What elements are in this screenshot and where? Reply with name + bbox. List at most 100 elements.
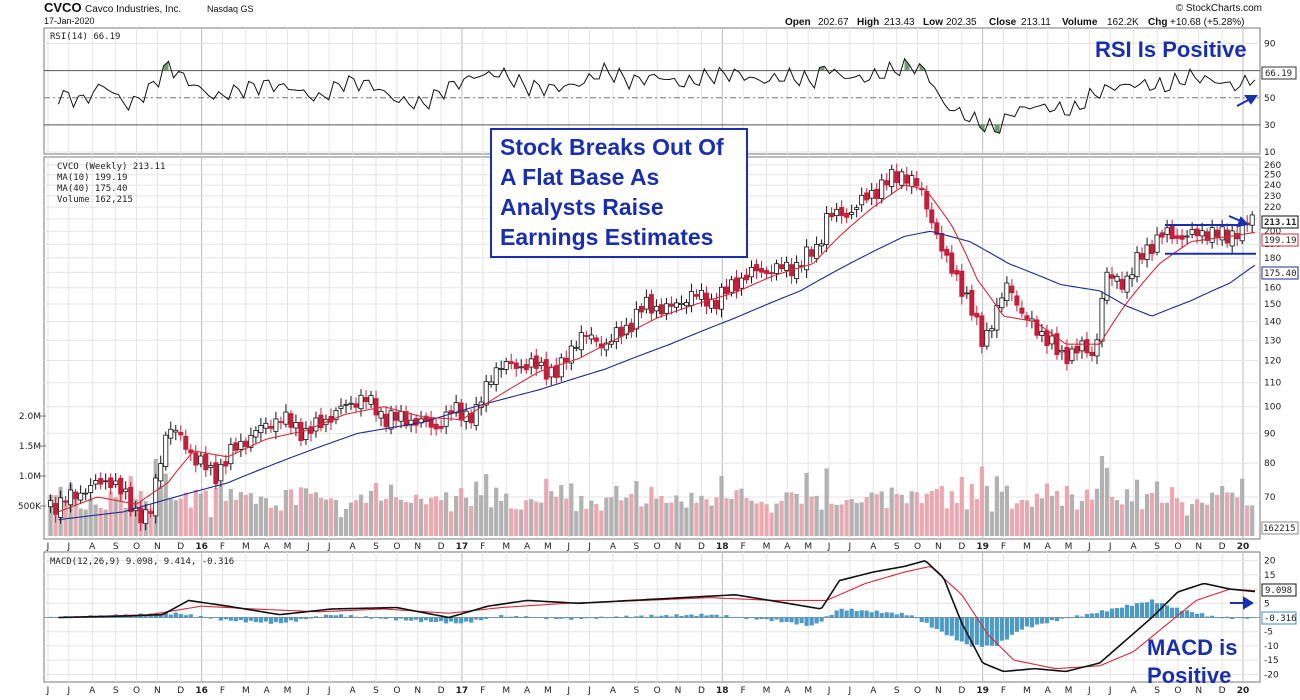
time-tick-label: 20 [1237,686,1250,696]
time-tick-label: S [373,686,379,696]
macd-histogram-bar [403,617,409,621]
macd-histogram-bar [944,617,949,636]
macd-histogram-bar [594,617,599,619]
price-tick-label: 120 [1264,357,1281,367]
candle-body [633,308,639,330]
candle-body [253,430,259,438]
candle-body [648,294,654,314]
candle-body [258,425,264,434]
volume-bar [1099,455,1105,536]
macd-histogram-bar [1124,604,1130,618]
volume-bar [489,507,494,536]
rsi-tick-label: 90 [1264,40,1276,50]
volume-bar [959,477,964,536]
candle-body [1179,235,1185,240]
open-label: Open [785,17,811,28]
candle-body [308,426,314,434]
candle-body [1069,348,1075,362]
candle-body [804,246,810,271]
volume-bar [93,504,98,536]
candle-body [1034,319,1040,336]
macd-histogram-bar [418,617,424,623]
price-tick-label: 260 [1264,161,1281,171]
volume-bar [844,499,849,536]
volume-bar [1104,467,1110,536]
macd-histogram-bar [579,617,584,619]
macd-histogram-bar [388,617,394,619]
candle-body [513,362,519,369]
volume-bar [1180,502,1185,536]
macd-histogram-bar [193,617,198,618]
time-tick-label: N [1195,542,1202,552]
volume-bar [899,494,904,536]
volume-bar [303,488,309,536]
volume-tick-label: 500K [18,502,42,512]
time-tick-label: F [1001,686,1006,696]
svg-text:213.11: 213.11 [1264,218,1297,228]
volume-bar [1159,502,1165,536]
macd-histogram-bar [894,614,899,618]
volume-bar [584,508,589,536]
time-tick-label: S [1154,686,1160,696]
macd-histogram-bar [213,617,218,618]
volume-bar [348,502,354,536]
macd-annotation-line-1: MACD is [1147,635,1238,660]
volume-bar [1084,489,1090,536]
volume-bar [98,507,103,536]
time-tick-label: S [634,686,640,696]
time-tick-label: D [177,542,184,552]
ma10-legend: MA(10) 199.19 [57,173,127,183]
macd-histogram-bar [1235,617,1240,618]
candle-body [824,213,830,245]
macd-histogram-bar [1185,610,1190,618]
candle-body [849,212,855,215]
macd-histogram-bar [444,617,449,624]
volume-bar [634,481,639,536]
candle-body [914,177,920,187]
time-tick-label: O [1174,542,1181,552]
macd-histogram-bar [649,614,654,618]
macd-histogram-bar [1054,617,1060,622]
macd-histogram-bar [298,617,304,619]
macd-histogram-bar [1039,617,1045,624]
candle-body [1189,229,1195,235]
macd-histogram-bar [218,617,223,621]
candle-body [1114,276,1120,282]
candle-body [819,243,825,247]
macd-histogram-bar [168,614,173,618]
candle-body [1184,235,1190,238]
volume-bar [1210,492,1215,536]
volume-bar [1014,503,1019,536]
candle-body [63,500,69,503]
exchange-name: Nasdaq GS [207,4,254,14]
macd-histogram-bar [794,617,799,625]
price-legend: CVCO (Weekly) 213.11 MA(10) 199.19 MA(40… [57,162,165,205]
macd-histogram-bar [784,617,789,622]
time-tick-label: A [524,542,531,552]
candle-body [954,270,960,275]
volume-bar [183,492,188,536]
volume-bar [1250,505,1255,536]
macd-histogram-bar [1044,617,1050,624]
volume-bar [534,501,539,536]
candle-body [894,171,900,183]
volume-bar [504,493,509,536]
candle-body [623,324,629,336]
volume-bar [929,490,934,536]
candle-body [1104,271,1110,301]
svg-text:175.40: 175.40 [1264,269,1297,279]
volume-bar [809,496,814,536]
volume-bar [293,505,299,536]
candle-body [203,453,209,471]
volume-bar [739,488,744,536]
candle-body [578,332,584,351]
chg-value: +10.68 (+5.28%) [1170,17,1245,28]
macd-histogram-bar [544,617,549,620]
price-tick-label: 90 [1264,429,1276,439]
volume-bar [208,517,213,536]
candle-body [73,491,79,500]
candle-body [1074,345,1080,354]
volume-bar [469,505,474,536]
macd-histogram-bar [749,617,754,618]
